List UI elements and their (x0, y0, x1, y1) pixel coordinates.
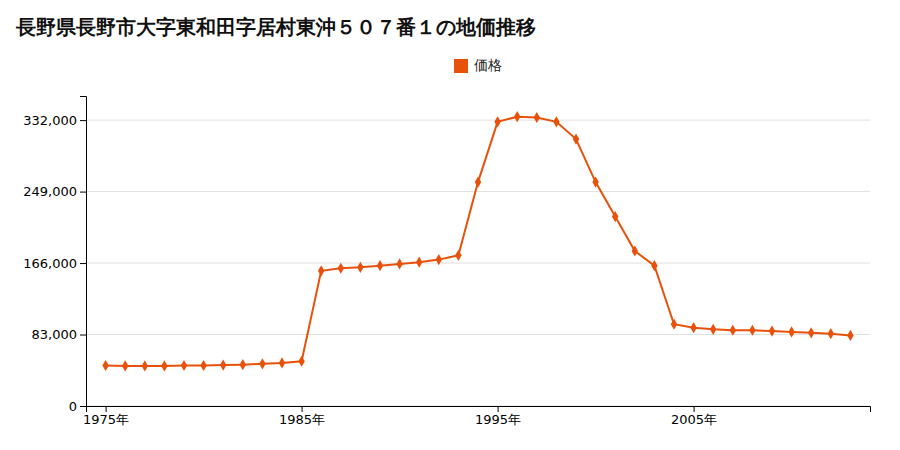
legend-label: 価格 (474, 57, 502, 73)
tick-label: 1995年 (475, 412, 521, 427)
tick-label: 166,000 (23, 256, 77, 271)
tick: 1985年 (279, 406, 325, 427)
tick-label: 1985年 (279, 412, 325, 427)
marker (690, 322, 696, 333)
marker (338, 263, 344, 274)
grid-line (86, 263, 870, 264)
tick-label: 2005年 (671, 412, 717, 427)
plot-area: 1975年 1985年 1995年 2005年 0 83,000 166,000 249,00… (23, 97, 870, 428)
chart-title: 長野県長野市大字東和田字居村東沖５０７番１の地価推移 (15, 15, 536, 39)
marker (396, 258, 402, 269)
tick: 83,000 (32, 327, 87, 342)
marker (730, 325, 736, 336)
tick: 1975年 (83, 406, 129, 427)
marker (161, 360, 167, 371)
marker (651, 260, 657, 271)
marker (749, 325, 755, 336)
tick-mark (80, 120, 86, 121)
legend-swatch (454, 59, 468, 73)
chart-svg: 長野県長野市大字東和田字居村東沖５０７番１の地価推移 1975年 1985年 1995… (0, 0, 900, 450)
tick-label: 1975年 (83, 412, 129, 427)
marker (769, 325, 775, 336)
tick: 1995年 (475, 406, 521, 427)
tick-label: 249,000 (23, 184, 77, 199)
marker (142, 360, 148, 371)
tick-mark (80, 406, 86, 407)
marker (828, 328, 834, 339)
marker (357, 262, 363, 273)
marker (259, 358, 265, 369)
axis-line (80, 97, 87, 407)
marker (671, 319, 677, 330)
marker (788, 326, 794, 337)
tick: 249,000 (23, 184, 86, 199)
marker (534, 112, 540, 123)
y-axis: 0 83,000 166,000 249,000 332,000 (23, 97, 86, 414)
marker (279, 357, 285, 368)
marker (632, 245, 638, 256)
marker (573, 133, 579, 144)
marker (710, 324, 716, 335)
tick-mark (106, 406, 107, 412)
marker (592, 177, 598, 188)
marker (514, 111, 520, 122)
axis-line (87, 407, 871, 413)
marker (455, 250, 461, 261)
marker (181, 360, 187, 371)
marker (416, 257, 422, 268)
line (106, 117, 851, 366)
tick: 0 (69, 399, 86, 414)
tick: 332,000 (23, 113, 86, 128)
marker (298, 356, 304, 367)
marker (122, 360, 128, 371)
tick: 2005年 (671, 406, 717, 427)
tick-mark (694, 406, 695, 412)
tick-label: 0 (69, 399, 77, 414)
tick-label: 83,000 (32, 327, 78, 342)
marker (553, 116, 559, 127)
x-axis: 1975年 1985年 1995年 2005年 (83, 406, 870, 427)
marker (612, 211, 618, 222)
marker (102, 360, 108, 371)
marker (318, 265, 324, 276)
tick-mark (80, 192, 86, 193)
marker (377, 260, 383, 271)
grid-line (86, 191, 870, 192)
tick-mark (498, 406, 499, 412)
tick-label: 332,000 (23, 113, 77, 128)
grid-line (86, 120, 870, 121)
tick: 166,000 (23, 256, 86, 271)
marker (240, 359, 246, 370)
tick-mark (80, 263, 86, 264)
legend-item: 価格 (454, 57, 502, 73)
marker (808, 327, 814, 338)
legend: 価格 (454, 57, 502, 73)
marker (200, 360, 206, 371)
marker (436, 254, 442, 265)
grid (86, 120, 870, 406)
tick-mark (302, 406, 303, 412)
marker (220, 360, 226, 371)
marker (475, 177, 481, 188)
marker (847, 330, 853, 341)
tick-mark (80, 335, 86, 336)
marker (494, 116, 500, 127)
marks (102, 111, 853, 371)
